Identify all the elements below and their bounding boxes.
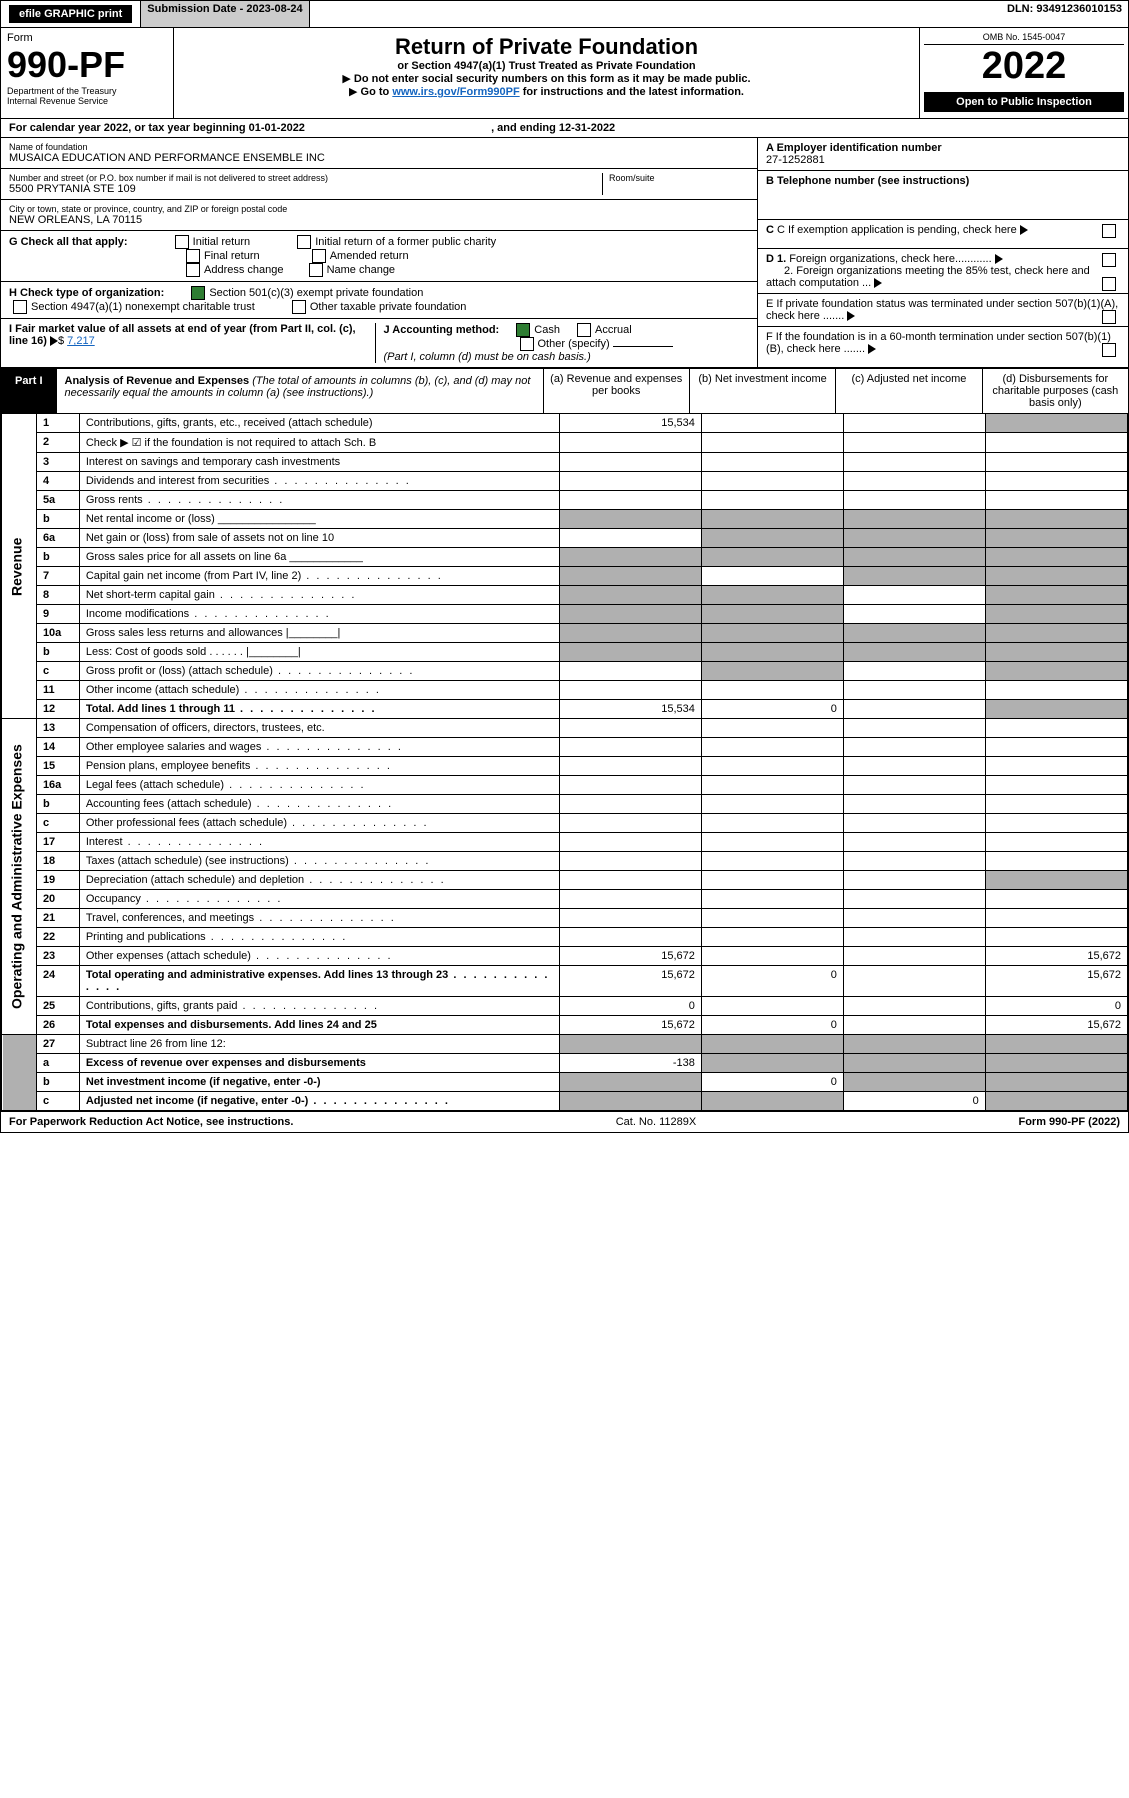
e-text: E If private foundation status was termi… [766,298,1118,322]
open-to-public: Open to Public Inspection [924,92,1124,112]
i-value-link[interactable]: 7,217 [67,335,95,347]
form-word: Form [7,32,167,44]
tax-year: 2022 [924,45,1124,88]
ck-c[interactable] [1102,224,1116,238]
room-label: Room/suite [609,173,749,183]
calyear-pre: For calendar year 2022, or tax year begi… [9,122,249,134]
ck-name-change[interactable] [309,263,323,277]
footer-right: Form 990-PF (2022) [1018,1116,1120,1128]
col-b-header: (b) Net investment income [689,369,835,413]
ck-address-change[interactable] [186,263,200,277]
dln-label: DLN: [1007,3,1036,15]
ck-d2[interactable] [1102,277,1116,291]
d2-text: 2. Foreign organizations meeting the 85%… [766,265,1090,289]
form-note2-post: for instructions and the latest informat… [520,86,744,98]
name-label: Name of foundation [9,142,749,152]
ck-final-return[interactable] [186,249,200,263]
a-label: A Employer identification number [766,142,942,154]
form-number: 990-PF [7,44,167,86]
subdate-value: 2023-08-24 [246,3,302,15]
form-note2-pre: Go to [361,86,393,98]
h-label: H Check type of organization: [9,287,164,299]
dept-line1: Department of the Treasury [7,86,167,96]
dln-value: 93491236010153 [1036,3,1122,15]
col-d-header: (d) Disbursements for charitable purpose… [982,369,1128,413]
form-subtitle: or Section 4947(a)(1) Trust Treated as P… [180,60,913,72]
calyear-end: 12-31-2022 [559,122,615,134]
dept-line2: Internal Revenue Service [7,96,167,106]
j-note: (Part I, column (d) must be on cash basi… [384,351,591,363]
b-label: B Telephone number (see instructions) [766,175,969,187]
f-text: F If the foundation is in a 60-month ter… [766,331,1111,355]
form-title: Return of Private Foundation [180,34,913,60]
arrow-icon [868,344,876,354]
c-text: C If exemption application is pending, c… [777,224,1017,236]
city-label: City or town, state or province, country… [9,204,749,214]
arrow-icon [874,278,882,288]
footer-mid: Cat. No. 11289X [616,1116,697,1128]
ck-4947a1[interactable] [13,300,27,314]
ck-501c3[interactable] [191,286,205,300]
ck-other-method[interactable] [520,337,534,351]
form-container: efile GRAPHIC print Submission Date - 20… [0,0,1129,1133]
form990pf-link[interactable]: www.irs.gov/Form990PF [392,86,519,98]
calyear-begin: 01-01-2022 [249,122,305,134]
ck-accrual[interactable] [577,323,591,337]
ck-initial-former[interactable] [297,235,311,249]
col-a-header: (a) Revenue and expenses per books [543,369,689,413]
col-c-header: (c) Adjusted net income [835,369,981,413]
arrow-icon [1020,225,1028,235]
identity-grid: Name of foundation MUSAICA EDUCATION AND… [1,137,1128,367]
foundation-address: 5500 PRYTANIA STE 109 [9,183,602,195]
page-footer: For Paperwork Reduction Act Notice, see … [1,1111,1128,1132]
i-label: I Fair market value of all assets at end… [9,323,356,347]
ck-other-taxable[interactable] [292,300,306,314]
ck-e[interactable] [1102,310,1116,324]
subdate-label: Submission Date - [147,3,246,15]
footer-left: For Paperwork Reduction Act Notice, see … [9,1116,293,1128]
efile-badge: efile GRAPHIC print [9,5,132,23]
ein-value: 27-1252881 [766,154,825,166]
part1-title: Analysis of Revenue and Expenses [65,375,250,387]
foundation-name: MUSAICA EDUCATION AND PERFORMANCE ENSEMB… [9,152,749,164]
calyear-mid: , and ending [491,122,559,134]
form-note1: Do not enter social security numbers on … [354,73,751,85]
part1-tag: Part I [1,369,57,413]
omb-number: OMB No. 1545-0047 [924,32,1124,45]
title-row: Form 990-PF Department of the Treasury I… [1,28,1128,118]
arrow-icon [995,254,1003,264]
ck-amended-return[interactable] [312,249,326,263]
ck-f[interactable] [1102,343,1116,357]
ck-d1[interactable] [1102,253,1116,267]
ck-initial-return[interactable] [175,235,189,249]
top-header: efile GRAPHIC print Submission Date - 20… [1,1,1128,28]
arrow-icon [847,311,855,321]
ck-cash[interactable] [516,323,530,337]
foundation-city: NEW ORLEANS, LA 70115 [9,214,749,226]
addr-label: Number and street (or P.O. box number if… [9,173,602,183]
arrow-icon [50,336,58,346]
part1-table: Revenue1Contributions, gifts, grants, et… [1,413,1128,1111]
g-label: G Check all that apply: [9,236,128,248]
j-label: J Accounting method: [384,324,500,336]
